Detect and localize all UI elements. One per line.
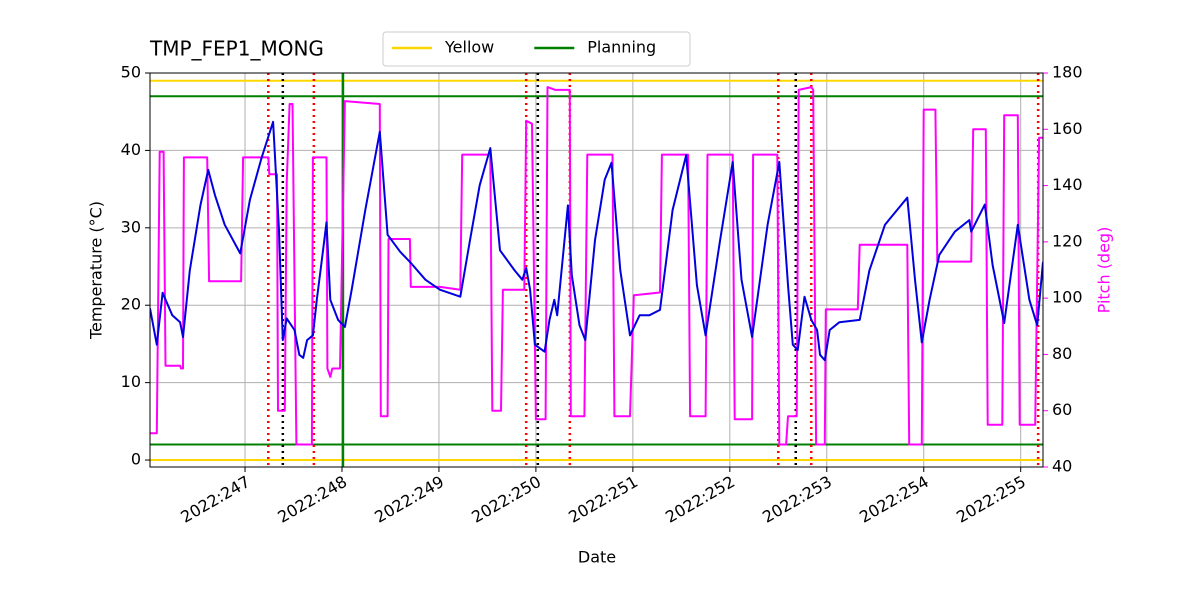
x-axis-label: Date xyxy=(578,548,616,567)
data-line xyxy=(150,86,1043,446)
y2-tick-label: 60 xyxy=(1052,400,1072,419)
y2-tick-label: 100 xyxy=(1052,288,1083,307)
x-tick-label: 2022:253 xyxy=(759,472,835,527)
legend: Yellow Planning xyxy=(382,31,691,67)
x-tick-label: 2022:251 xyxy=(565,472,641,527)
y-tick-label: 50 xyxy=(121,63,141,82)
y2-tick-label: 120 xyxy=(1052,231,1083,250)
y2-tick-label: 80 xyxy=(1052,344,1072,363)
legend-label: Yellow xyxy=(444,38,494,57)
data-line xyxy=(150,120,1043,362)
y-tick-label: 10 xyxy=(121,372,141,391)
y2-tick-label: 140 xyxy=(1052,175,1083,194)
y2-axis-label: Pitch (deg) xyxy=(1095,227,1114,314)
y2-tick-label: 180 xyxy=(1052,63,1083,82)
legend-label: Planning xyxy=(587,38,656,57)
plot xyxy=(150,73,1043,467)
x-tick-label: 2022:248 xyxy=(274,472,350,527)
y-tick-label: 20 xyxy=(121,295,141,314)
y-tick-label: 40 xyxy=(121,140,141,159)
y-tick-label: 30 xyxy=(121,217,141,236)
x-tick-label: 2022:247 xyxy=(177,472,253,527)
plot-frame xyxy=(149,72,1044,468)
x-tick-label: 2022:249 xyxy=(371,472,447,527)
x-tick-label: 2022:252 xyxy=(662,472,738,527)
y-axis-label: Temperature (°C) xyxy=(87,201,106,340)
x-tick-label: 2022:255 xyxy=(953,472,1029,527)
chart-title: TMP_FEP1_MONG xyxy=(149,37,324,61)
x-tick-label: 2022:250 xyxy=(468,472,544,527)
y-tick-label: 0 xyxy=(131,450,141,469)
x-tick-label: 2022:254 xyxy=(856,472,932,527)
y2-tick-label: 40 xyxy=(1052,457,1072,476)
y2-tick-label: 160 xyxy=(1052,119,1083,138)
